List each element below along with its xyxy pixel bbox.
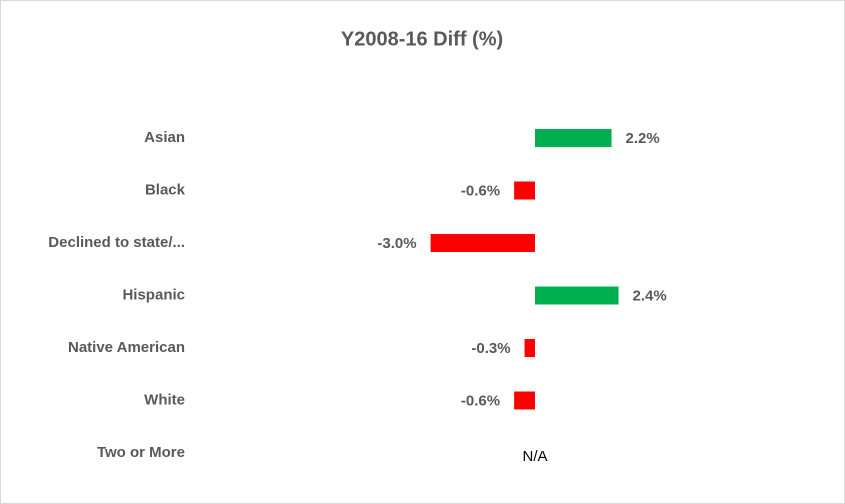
bar xyxy=(535,129,612,147)
bar xyxy=(514,391,535,410)
bar xyxy=(535,286,619,305)
y-tick-label: Two or More xyxy=(97,444,185,461)
data-label: -0.6% xyxy=(461,182,500,199)
data-label: N/A xyxy=(522,448,547,465)
bar xyxy=(514,181,535,200)
bar xyxy=(524,339,535,357)
chart-title: Y2008-16 Diff (%) xyxy=(341,28,503,50)
data-label: 2.4% xyxy=(633,287,667,304)
y-tick-label: Asian xyxy=(144,129,185,146)
data-label: -0.6% xyxy=(461,392,500,409)
data-label: -3.0% xyxy=(377,235,416,252)
y-tick-label: Native American xyxy=(68,339,185,356)
data-label: -0.3% xyxy=(471,340,510,357)
y-tick-label: Declined to state/... xyxy=(48,234,185,251)
data-label: 2.2% xyxy=(626,130,660,147)
y-tick-label: White xyxy=(144,391,185,408)
y-tick-label: Hispanic xyxy=(122,286,185,303)
bar xyxy=(430,234,535,252)
y-tick-label: Black xyxy=(145,181,186,198)
